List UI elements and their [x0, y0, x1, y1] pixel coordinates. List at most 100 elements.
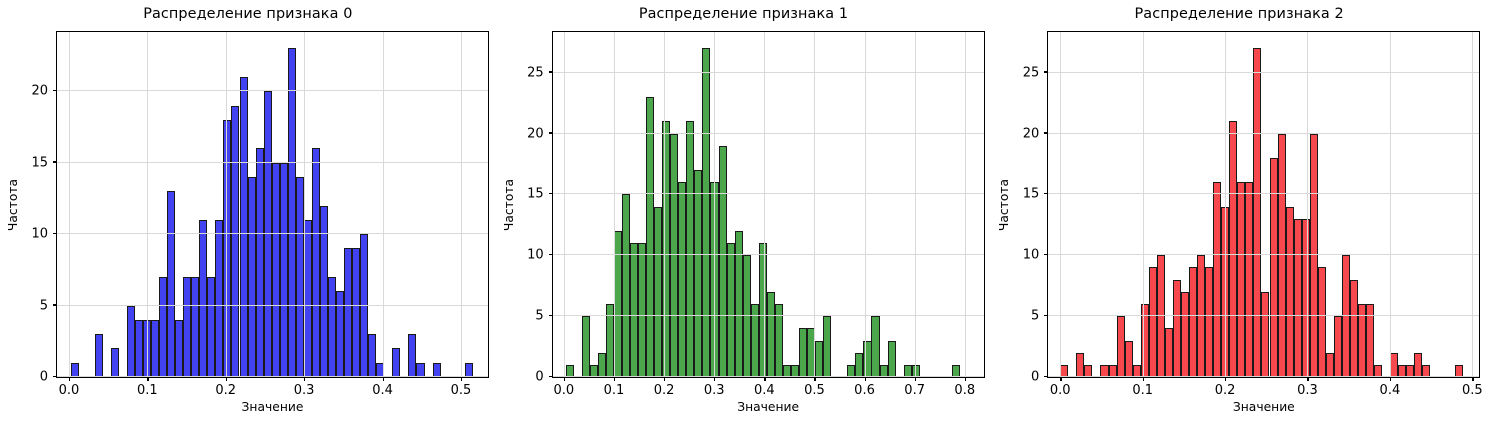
- x-gridline: [1142, 32, 1144, 377]
- panel-title-0: Распределение признака 0: [143, 6, 353, 22]
- histogram-bar: [263, 91, 272, 377]
- histogram-bar: [815, 340, 824, 377]
- histogram-bar: [629, 243, 638, 377]
- histogram-bar: [231, 105, 240, 377]
- histogram-bar: [167, 191, 176, 377]
- x-tick-label: 0.3: [1297, 383, 1318, 398]
- x-gridline: [147, 32, 149, 377]
- y-gridline: [1048, 193, 1480, 195]
- plot-bars-2: [1048, 32, 1479, 377]
- x-gridline: [964, 32, 966, 377]
- histogram-panel-1: Распределение признака 1 Частота 0.0 0.1 0…: [496, 0, 992, 429]
- x-gridline: [1389, 32, 1391, 377]
- y-tick: [1044, 375, 1049, 377]
- y-tick: [1044, 314, 1049, 317]
- histogram-bar: [1189, 267, 1198, 377]
- y-tick: [548, 254, 553, 256]
- y-tick-label: 15: [527, 186, 544, 202]
- y-tick-label: 10: [31, 226, 48, 242]
- x-gridline: [1307, 32, 1309, 377]
- x-tick-label: 0.5: [1461, 383, 1483, 398]
- histogram-bar: [239, 77, 248, 377]
- x-tick: [225, 377, 228, 381]
- histogram-bar: [646, 97, 655, 377]
- y-gridline: [1048, 376, 1480, 377]
- x-tick: [1389, 377, 1392, 381]
- x-tick-label: 0.2: [215, 383, 237, 398]
- histogram-bar: [1205, 267, 1214, 377]
- x-tick: [563, 377, 566, 381]
- histogram-bar: [597, 352, 606, 377]
- histogram-bar: [1237, 182, 1246, 377]
- histogram-bar: [247, 177, 256, 377]
- histogram-bar: [368, 334, 377, 377]
- x-gridline: [563, 32, 565, 377]
- x-gridline: [814, 32, 816, 377]
- histogram-bar: [678, 182, 687, 377]
- x-tick: [68, 377, 71, 381]
- x-axis-label-1: Значение: [737, 400, 800, 414]
- histogram-bar: [1245, 182, 1254, 377]
- histogram-bar: [408, 334, 417, 377]
- histogram-panel-2: Распределение признака 2 Частота 0.0 0.1 0…: [991, 0, 1487, 429]
- histogram-bar: [1350, 279, 1359, 377]
- histogram-bar: [621, 194, 630, 377]
- y-gridline: [552, 71, 984, 73]
- histogram-bar: [613, 230, 622, 377]
- histogram-bar: [1285, 206, 1294, 377]
- histogram-bar: [654, 206, 663, 377]
- histogram-bar: [1414, 352, 1423, 377]
- x-tick-label: 0.2: [1214, 383, 1236, 398]
- y-gridline: [552, 193, 984, 195]
- x-tick-label: 0.0: [553, 383, 575, 398]
- histogram-bar: [199, 219, 208, 377]
- x-tick-label: 0.6: [854, 383, 875, 398]
- histogram-bar: [1213, 182, 1222, 377]
- histogram-bar: [581, 316, 590, 377]
- y-tick-label: 15: [31, 155, 48, 171]
- y-gridline: [1048, 132, 1480, 134]
- histogram-bar: [432, 362, 441, 377]
- y-tick: [53, 161, 57, 163]
- panel-title-2: Распределение признака 2: [1134, 6, 1344, 22]
- histogram-bar: [694, 170, 703, 377]
- histogram-bar: [638, 243, 647, 377]
- x-gridline: [864, 32, 866, 377]
- x-tick: [764, 377, 766, 381]
- x-tick: [1225, 377, 1227, 381]
- y-axis-label-text-1: Частота: [501, 178, 516, 231]
- x-gridline: [1225, 32, 1227, 377]
- y-gridline: [552, 376, 984, 377]
- plot-axes-0: 0.0 0.1 0.2 0.3 0.4 0.5 0 5 10 15 20: [31, 31, 489, 398]
- histogram-bar: [215, 219, 224, 377]
- y-tick-label: 15: [1022, 186, 1040, 202]
- histogram-bar: [1124, 340, 1133, 377]
- x-tick-label: 0.7: [904, 383, 925, 398]
- histogram-bar: [855, 352, 864, 377]
- histogram-bar: [1317, 267, 1326, 377]
- histogram-bar: [1293, 218, 1302, 377]
- y-gridline: [57, 304, 488, 306]
- x-tick-label: 0.0: [1049, 383, 1071, 398]
- x-gridline: [1472, 32, 1474, 377]
- histogram-bar: [159, 277, 168, 377]
- histogram-bar: [151, 319, 160, 377]
- x-gridline: [914, 32, 916, 377]
- y-gridline: [57, 233, 488, 235]
- y-tick-label: 25: [1022, 65, 1040, 81]
- y-tick: [1044, 193, 1049, 195]
- x-tick: [864, 377, 866, 381]
- histogram-bar: [207, 277, 216, 377]
- x-gridline: [225, 32, 227, 377]
- histogram-bar: [726, 243, 735, 377]
- histogram-bar: [183, 277, 192, 377]
- x-gridline: [714, 32, 716, 377]
- x-tick-label: 0.5: [450, 383, 472, 398]
- x-tick: [964, 377, 967, 381]
- x-tick: [914, 377, 916, 381]
- plot-bars-0: [57, 32, 488, 377]
- histogram-bar: [1076, 352, 1085, 377]
- x-tick-label: 0.4: [753, 383, 775, 398]
- y-gridline: [552, 315, 984, 317]
